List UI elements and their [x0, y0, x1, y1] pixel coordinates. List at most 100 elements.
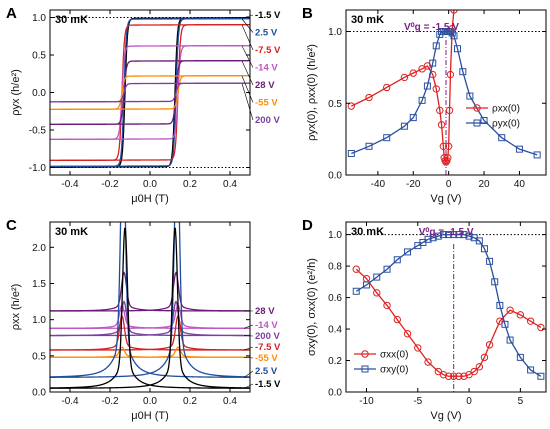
data-point — [538, 373, 544, 379]
panel-label: D — [302, 217, 313, 234]
series-label: -55 V — [255, 353, 278, 364]
series-label: -1.5 V — [255, 379, 281, 390]
data-point — [353, 266, 359, 272]
data-point — [348, 103, 354, 109]
hall-loop-down-0 — [50, 18, 250, 167]
y-tick-label: 1.0 — [32, 315, 46, 326]
x-axis-label: Vg (V) — [430, 193, 461, 205]
y-tick-label: 0.0 — [32, 88, 46, 99]
hall-loop-down-3 — [50, 46, 250, 140]
x-tick-label: -0.4 — [61, 396, 79, 407]
hall-loop-up-2 — [50, 25, 250, 161]
axes-frame — [50, 10, 250, 175]
y-axis-label: ρxx (h/e²) — [10, 284, 22, 331]
rxx-sweep-down-3 — [50, 316, 250, 350]
vg0-label: V⁰g = -1.5 V — [419, 227, 474, 238]
data-point — [353, 288, 359, 294]
axes-frame — [50, 222, 250, 392]
hall-loop-up-4 — [50, 61, 250, 125]
x-tick-label: 0.2 — [183, 179, 197, 190]
x-tick-label: 0 — [466, 396, 472, 407]
temperature-annotation: 30 mK — [351, 14, 384, 26]
x-tick-label: 5 — [518, 396, 524, 407]
rxx-sweep-down-6 — [50, 228, 250, 388]
x-tick-label: -10 — [359, 396, 374, 407]
rxx-sweep-up-1 — [50, 305, 250, 328]
x-axis-label: μ0H (T) — [131, 410, 169, 422]
y-tick-label: -0.5 — [29, 126, 47, 137]
rxx-sweep-up-6 — [50, 228, 250, 388]
y-tick-label: 0.0 — [32, 388, 46, 399]
hall-loop-down-5 — [50, 76, 250, 110]
x-tick-label: 0.2 — [183, 396, 197, 407]
plot-area — [50, 18, 250, 168]
x-tick-label: -0.4 — [61, 179, 79, 190]
data-point — [538, 324, 544, 330]
series-label: 200 V — [255, 331, 280, 342]
series-label: -1.5 V — [255, 10, 281, 21]
series-label: -55 V — [255, 98, 278, 109]
rxx-sweep-up-2 — [50, 302, 250, 336]
series-label: 2.5 V — [255, 28, 278, 39]
y-tick-label: 2.0 — [32, 243, 46, 254]
hall-loop-down-1 — [50, 19, 250, 167]
x-tick-label: 0.0 — [143, 396, 157, 407]
y-tick-label: 0.8 — [328, 262, 342, 273]
hall-loop-up-0 — [50, 18, 250, 167]
x-tick-label: 0.0 — [143, 179, 157, 190]
x-tick-label: 0 — [446, 179, 452, 190]
series-label: 2.5 V — [255, 366, 278, 377]
rxx-sweep-down-1 — [50, 305, 250, 328]
legend-label: ρxx(0) — [492, 104, 520, 115]
plot-area — [50, 141, 250, 388]
y-tick-label: -1.0 — [29, 163, 47, 174]
series-label: 200 V — [255, 115, 280, 126]
temperature-annotation: 30 mK — [351, 226, 384, 238]
legend-label: σxy(0) — [380, 365, 408, 376]
series-label: 28 V — [255, 80, 275, 91]
x-tick-label: 0.4 — [223, 396, 237, 407]
x-tick-label: 20 — [478, 179, 490, 190]
legend-label: σxx(0) — [380, 350, 408, 361]
y-tick-label: 1.0 — [328, 230, 342, 241]
hall-loop-down-4 — [50, 61, 250, 125]
y-tick-label: 0.2 — [328, 356, 342, 367]
rxx-sweep-up-4 — [50, 347, 250, 357]
y-tick-label: 1.5 — [32, 279, 46, 290]
temperature-annotation: 30 mK — [55, 14, 88, 26]
series-line-1 — [351, 32, 537, 155]
series-label: -14 V — [255, 320, 278, 331]
y-tick-label: 0.5 — [32, 351, 46, 362]
series-label: -7.5 V — [255, 45, 281, 56]
axes-frame — [346, 222, 546, 392]
x-tick-label: -0.2 — [101, 179, 119, 190]
rxx-sweep-down-0 — [50, 273, 250, 311]
hall-loop-up-3 — [50, 46, 250, 140]
y-tick-label: 0.5 — [328, 99, 342, 110]
y-tick-label: 0.0 — [328, 388, 342, 399]
hall-loop-down-2 — [50, 25, 250, 161]
x-tick-label: -0.2 — [101, 396, 119, 407]
y-axis-label: ρyx (h/e²) — [10, 69, 22, 116]
x-tick-label: -5 — [413, 396, 422, 407]
x-tick-label: 40 — [514, 179, 526, 190]
series-label: -14 V — [255, 63, 278, 74]
plot-area — [346, 232, 546, 392]
y-tick-label: 0.6 — [328, 293, 342, 304]
x-tick-label: -40 — [371, 179, 386, 190]
temperature-annotation: 30 mK — [55, 226, 88, 238]
rxx-sweep-up-3 — [50, 316, 250, 350]
y-axis-label: σxy(0), σxx(0) (e²/h) — [306, 258, 318, 356]
rxx-sweep-down-5 — [50, 141, 250, 378]
rxx-sweep-down-4 — [50, 347, 250, 357]
x-tick-label: 0.4 — [223, 179, 237, 190]
y-tick-label: 0.5 — [32, 51, 46, 62]
legend-label: ρyx(0) — [492, 119, 520, 130]
y-tick-label: 0.0 — [328, 171, 342, 182]
x-axis-label: μ0H (T) — [131, 193, 169, 205]
y-axis-label: ρyx(0), ρxx(0) (h/e²) — [306, 44, 318, 141]
hall-loop-up-1 — [50, 19, 250, 167]
